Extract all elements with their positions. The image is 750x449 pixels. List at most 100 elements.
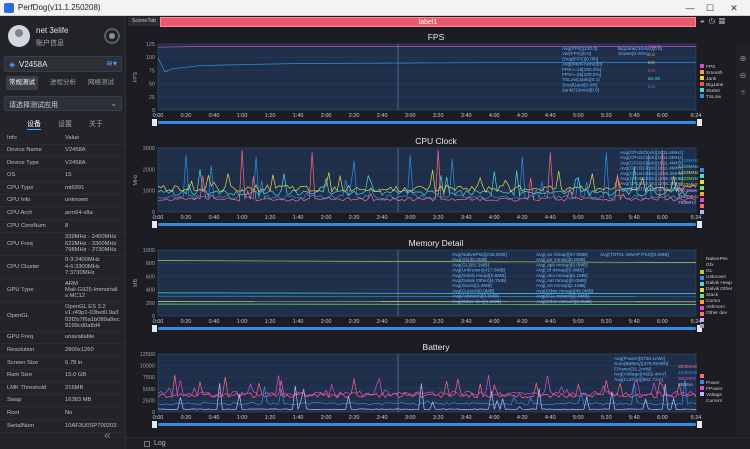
stat-label: Avg(CPU4Clock)[1285.3MHz] bbox=[620, 171, 683, 177]
info-value-line: V2458A bbox=[65, 159, 86, 166]
tab-process-analysis[interactable]: 进程分析 bbox=[50, 79, 76, 86]
record-button[interactable] bbox=[104, 28, 120, 44]
info-value-line: 622MHz - 3300MHz bbox=[65, 240, 117, 247]
legend-label: Unknown bbox=[706, 274, 726, 280]
legend-label: BigJank bbox=[706, 82, 724, 88]
table-row: GPU Freq unavailable bbox=[0, 331, 126, 345]
x-tick-label: 0:20 bbox=[181, 215, 192, 221]
x-tick-label: 5:20 bbox=[601, 415, 612, 421]
app-select[interactable]: 请选择测试应用 ⌄ bbox=[4, 96, 122, 111]
stat-label: Avg(Current)[802.7mA] bbox=[614, 377, 663, 383]
legend-label: Power bbox=[706, 380, 720, 386]
zoom-in-icon[interactable]: ⊕ bbox=[739, 54, 747, 63]
legend-swatch bbox=[700, 204, 704, 208]
info-header-value: Value bbox=[62, 132, 126, 145]
x-tick-label: 5:00 bbox=[573, 415, 584, 421]
device-selector[interactable]: ◈ V2458A ≋▾ bbox=[4, 56, 122, 72]
x-tick-label: 4:40 bbox=[545, 415, 556, 421]
legend-swatch bbox=[700, 306, 704, 310]
grid-icon[interactable]: ▦ bbox=[718, 17, 729, 26]
info-key: LMK Threshold bbox=[0, 381, 62, 395]
x-tick-label: 1:40 bbox=[293, 113, 304, 119]
stat-label: Avg(FPS)[120.0] bbox=[562, 46, 597, 52]
info-value-line: 2800x1260 bbox=[65, 347, 94, 353]
stat-label: Avg(.apk mmap)[0.0MB] bbox=[536, 262, 588, 268]
legend-swatch bbox=[700, 374, 704, 378]
x-tick-label: 0:00 bbox=[153, 113, 164, 119]
label-bar[interactable]: label1 bbox=[160, 17, 696, 27]
y-tick-label: 0 bbox=[152, 108, 155, 114]
tab-settings[interactable]: 设置 bbox=[58, 121, 72, 128]
x-tick-label: 5:20 bbox=[601, 319, 612, 325]
stat-label: Avg(.so mmap)[97.0MB] bbox=[536, 252, 588, 258]
x-tick-label: 1:00 bbox=[237, 113, 248, 119]
legend-value: 122.0 bbox=[648, 44, 660, 50]
log-checkbox[interactable] bbox=[144, 441, 150, 447]
legend-swatch bbox=[700, 88, 704, 92]
legend-value: 1423MHz bbox=[678, 164, 699, 170]
stat-label: Avg(Power)[3736.1mW] bbox=[614, 356, 665, 362]
info-value-line: 10AF3U0SP700203 bbox=[65, 422, 117, 429]
legend-label: Jank bbox=[706, 76, 717, 82]
pin-icon[interactable]: ⌾ bbox=[740, 88, 746, 97]
legend-label: FPower bbox=[706, 386, 723, 392]
y-tick-label: 3000 bbox=[143, 146, 155, 152]
stat-label: Avg(CPU6Clock)[1285.3MHz] bbox=[620, 181, 683, 187]
tab-device[interactable]: 设备 bbox=[27, 121, 41, 130]
legend-swatch bbox=[700, 186, 704, 190]
legend-value: 0.0 bbox=[648, 60, 655, 66]
collapse-sidebar-icon[interactable]: « bbox=[104, 428, 111, 442]
account-info-link[interactable]: 账户信息 bbox=[36, 40, 64, 47]
x-tick-label: 1:00 bbox=[237, 319, 248, 325]
tab-network-test[interactable]: 网络测试 bbox=[88, 79, 114, 86]
info-value-line: Mali-G925-Immortali bbox=[65, 286, 118, 293]
info-value-line: unknown bbox=[65, 197, 89, 204]
location-icon[interactable]: ⌖ bbox=[700, 17, 709, 26]
x-tick-label: 5:20 bbox=[601, 215, 612, 221]
legend-value: 1123MHz bbox=[678, 182, 699, 188]
wifi-icon[interactable]: ≋▾ bbox=[106, 59, 117, 68]
slider-handle-start bbox=[152, 221, 157, 228]
x-tick-label: 2:40 bbox=[377, 319, 388, 325]
info-key: CPU Info bbox=[0, 194, 62, 208]
slider-handle-start bbox=[152, 325, 157, 332]
info-key: CPU Type bbox=[0, 181, 62, 195]
x-tick-label: 1:20 bbox=[265, 415, 276, 421]
x-tick-label: 4:20 bbox=[517, 113, 528, 119]
info-key: GPU Type bbox=[0, 278, 62, 303]
x-tick-label: 6:00 bbox=[657, 113, 668, 119]
scene-tab[interactable]: SceneTab bbox=[128, 17, 160, 26]
legend-label: Smooth bbox=[706, 70, 723, 76]
user-name: net 3elife bbox=[36, 26, 69, 35]
table-row: Resolution 2800x1260 bbox=[0, 343, 126, 357]
stat-label: Avg(Other mmap)[49.0MB] bbox=[536, 288, 593, 294]
x-tick-label: 3:40 bbox=[461, 415, 472, 421]
close-button[interactable]: ✕ bbox=[730, 3, 738, 13]
x-tick-label: 2:20 bbox=[349, 215, 360, 221]
stat-label: Avg(CPU2Clock)[1011.4MHz] bbox=[620, 160, 683, 166]
info-value-line: 03f2b7f6a1b089a8ec bbox=[65, 316, 120, 323]
x-tick-label: 2:40 bbox=[377, 113, 388, 119]
clock-icon[interactable]: ◷ bbox=[708, 17, 719, 26]
info-value-line: No bbox=[65, 409, 73, 416]
title-bar: PerfDog(v11.1.250208) — ☐ ✕ bbox=[0, 0, 750, 16]
avatar[interactable] bbox=[8, 25, 30, 47]
x-tick-label: 0:00 bbox=[153, 215, 164, 221]
tab-normal-test[interactable]: 常规测试 bbox=[6, 76, 38, 90]
y-tick-label: 800 bbox=[146, 261, 155, 267]
stat-label: Avg(Other dev)[1.2MB] bbox=[452, 299, 501, 305]
zoom-out-icon[interactable]: ⊖ bbox=[739, 71, 747, 80]
stat-label: Avg(Dalvik Heap)[5.5MB] bbox=[452, 273, 506, 279]
time-slider bbox=[158, 423, 696, 426]
minimize-button[interactable]: — bbox=[685, 3, 695, 13]
device-icon: ◈ bbox=[9, 60, 16, 69]
maximize-button[interactable]: ☐ bbox=[705, 3, 715, 13]
x-tick-label: 4:00 bbox=[489, 319, 500, 325]
stat-label: Avg(.jar mmap)[0.0MB] bbox=[536, 257, 585, 263]
user-panel: net 3elife 账户信息 bbox=[4, 20, 122, 56]
tab-about[interactable]: 关于 bbox=[89, 121, 103, 128]
legend-swatch bbox=[700, 312, 704, 316]
stat-label: Avg(.oat mmap)[0.0MB] bbox=[536, 278, 587, 284]
info-value-line: unavailable bbox=[65, 334, 95, 341]
stat-label: Avg(CPU5Clock)[1285.3MHz] bbox=[620, 176, 683, 182]
